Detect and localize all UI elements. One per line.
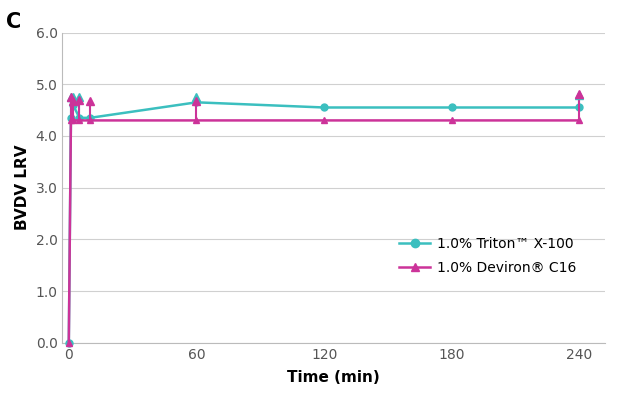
X-axis label: Time (min): Time (min) bbox=[287, 370, 380, 385]
Text: C: C bbox=[6, 12, 22, 32]
Legend: 1.0% Triton™ X-100, 1.0% Deviron® C16: 1.0% Triton™ X-100, 1.0% Deviron® C16 bbox=[394, 231, 582, 280]
Y-axis label: BVDV LRV: BVDV LRV bbox=[15, 145, 30, 230]
